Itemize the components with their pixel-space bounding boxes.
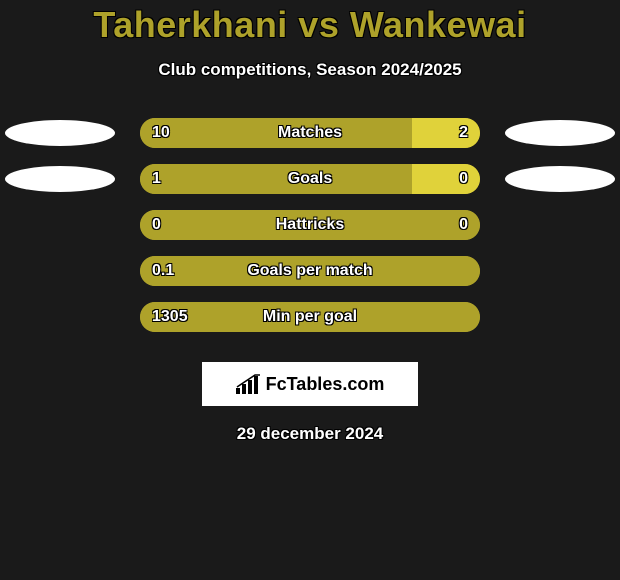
stat-rows: 10Matches21Goals00Hattricks00.1Goals per… — [0, 118, 620, 332]
logo-text: FcTables.com — [266, 374, 385, 395]
stat-bar: 1Goals0 — [140, 164, 480, 194]
comparison-container: Taherkhani vs Wankewai Club competitions… — [0, 0, 620, 444]
stat-label: Hattricks — [140, 210, 480, 240]
stat-right-value: 0 — [459, 210, 468, 240]
stat-bar: 1305Min per goal — [140, 302, 480, 332]
stat-row: 0Hattricks0 — [0, 210, 620, 240]
stat-label: Min per goal — [140, 302, 480, 332]
page-title: Taherkhani vs Wankewai — [0, 4, 620, 46]
stat-label: Goals per match — [140, 256, 480, 286]
right-player-marker — [505, 120, 615, 146]
snapshot-date: 29 december 2024 — [0, 424, 620, 444]
source-logo: FcTables.com — [202, 362, 418, 406]
stat-label: Matches — [140, 118, 480, 148]
stat-row: 1Goals0 — [0, 164, 620, 194]
stat-bar: 0Hattricks0 — [140, 210, 480, 240]
left-player-marker — [5, 166, 115, 192]
bar-chart-icon — [236, 374, 262, 394]
stat-row: 1305Min per goal — [0, 302, 620, 332]
page-subtitle: Club competitions, Season 2024/2025 — [0, 60, 620, 80]
stat-row: 10Matches2 — [0, 118, 620, 148]
stat-row: 0.1Goals per match — [0, 256, 620, 286]
right-player-marker — [505, 166, 615, 192]
stat-label: Goals — [140, 164, 480, 194]
left-player-marker — [5, 120, 115, 146]
stat-bar: 10Matches2 — [140, 118, 480, 148]
stat-right-value: 0 — [459, 164, 468, 194]
stat-bar: 0.1Goals per match — [140, 256, 480, 286]
stat-right-value: 2 — [459, 118, 468, 148]
